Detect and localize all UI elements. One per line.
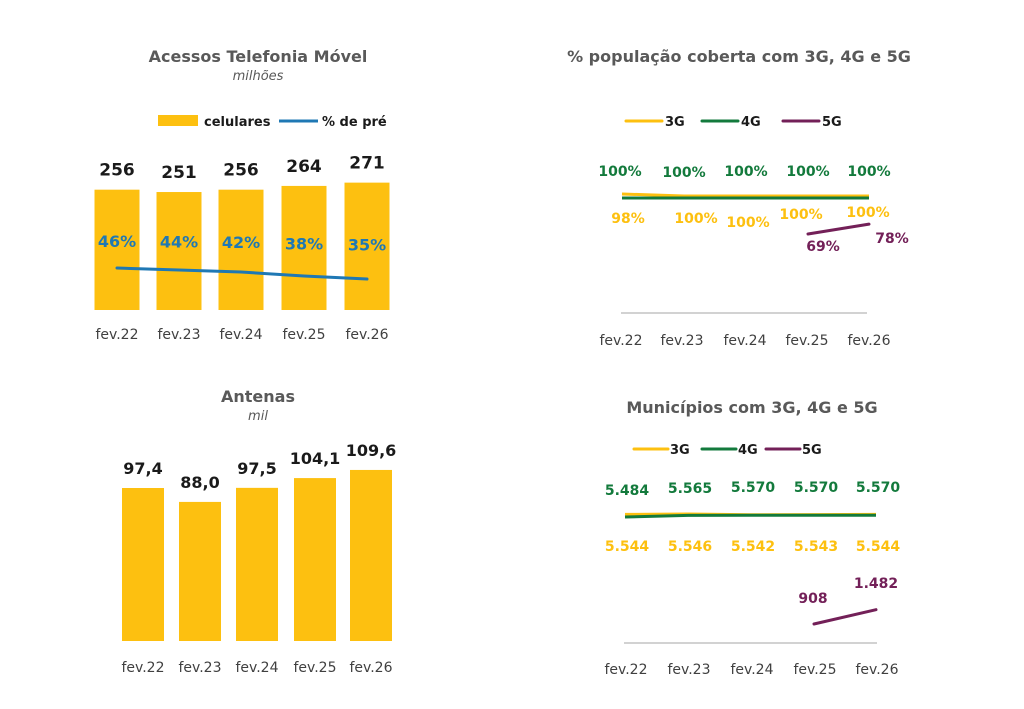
label-3g: 100% xyxy=(726,215,769,231)
label-4g: 100% xyxy=(847,164,890,180)
label-3g: 5.546 xyxy=(668,539,712,555)
label-4g: 100% xyxy=(724,164,767,180)
x-tick-label: fev.24 xyxy=(723,333,766,349)
label-3g: 5.544 xyxy=(856,539,901,555)
bar-celulares xyxy=(218,189,264,310)
line-value-label: 38% xyxy=(285,234,323,253)
line-pct-pre xyxy=(115,266,369,281)
bar-antenas xyxy=(350,469,392,641)
bar-celulares xyxy=(344,182,390,310)
legend-label-5g: 5G xyxy=(802,443,822,458)
bar-value-label: 104,1 xyxy=(290,449,341,468)
bar-antenas xyxy=(294,478,336,641)
x-tick-label: fev.22 xyxy=(599,333,642,349)
legend-label-3g: 3G xyxy=(665,115,685,130)
x-tick-label: fev.25 xyxy=(293,660,336,676)
line-4g xyxy=(624,513,876,519)
label-4g: 100% xyxy=(786,164,829,180)
line-5g xyxy=(806,222,871,236)
line-value-label: 44% xyxy=(160,233,198,252)
x-tick-label: fev.24 xyxy=(730,662,773,678)
chart-municipios: Municípios com 3G, 4G e 5G 3G 4G 5G 5.484 5… xyxy=(604,398,901,678)
label-3g: 100% xyxy=(779,207,822,223)
label-4g: 100% xyxy=(598,164,641,180)
bar-antenas xyxy=(122,488,164,641)
line-value-label: 42% xyxy=(222,233,260,252)
chart-title: Antenas xyxy=(221,387,295,406)
bar-value-label: 109,6 xyxy=(346,441,397,460)
bar-value-label: 97,5 xyxy=(237,459,276,478)
chart-acessos: Acessos Telefonia Móvel milhões celulare… xyxy=(94,47,390,343)
label-4g: 5.570 xyxy=(731,480,776,496)
x-tick-label: fev.24 xyxy=(219,327,262,343)
bar-celulares xyxy=(156,192,202,310)
chart-populacao: % população coberta com 3G, 4G e 5G 3G 4G… xyxy=(567,47,911,349)
bar-antenas xyxy=(179,501,221,641)
x-tick-label: fev.26 xyxy=(847,333,890,349)
label-4g: 5.570 xyxy=(794,480,839,496)
chart-subtitle: mil xyxy=(248,409,268,424)
x-tick-label: fev.24 xyxy=(235,660,278,676)
label-3g: 98% xyxy=(611,211,645,227)
legend-label-5g: 5G xyxy=(822,115,842,130)
x-tick-label: fev.23 xyxy=(660,333,703,349)
chart-title: % população coberta com 3G, 4G e 5G xyxy=(567,47,911,66)
legend-label-4g: 4G xyxy=(738,443,758,458)
bar-value-label: 251 xyxy=(161,163,197,183)
legend-label-3g: 3G xyxy=(670,443,690,458)
legend-label-celulares: celulares xyxy=(204,115,271,130)
line-3g xyxy=(621,192,869,198)
label-4g: 100% xyxy=(662,165,705,181)
bar-celulares xyxy=(281,185,327,310)
x-tick-label: fev.22 xyxy=(604,662,647,678)
line-value-label: 35% xyxy=(348,235,386,254)
x-tick-label: fev.26 xyxy=(855,662,898,678)
x-tick-label: fev.26 xyxy=(349,660,392,676)
bar-value-label: 97,4 xyxy=(123,459,162,478)
chart-title: Acessos Telefonia Móvel xyxy=(149,47,368,66)
label-3g: 5.544 xyxy=(605,539,650,555)
bar-value-label: 88,0 xyxy=(180,473,219,492)
x-tick-label: fev.25 xyxy=(282,327,325,343)
x-tick-label: fev.22 xyxy=(121,660,164,676)
line-5g xyxy=(812,608,878,626)
x-tick-label: fev.25 xyxy=(785,333,828,349)
bar-celulares xyxy=(94,189,140,310)
label-5g: 1.482 xyxy=(854,576,898,592)
legend-label-pre: % de pré xyxy=(322,115,387,130)
label-5g: 69% xyxy=(806,239,840,255)
x-tick-label: fev.23 xyxy=(667,662,710,678)
label-3g: 100% xyxy=(846,205,889,221)
x-tick-label: fev.23 xyxy=(157,327,200,343)
bar-value-label: 271 xyxy=(349,154,385,174)
legend-swatch-celulares xyxy=(158,115,198,126)
bar-value-label: 264 xyxy=(286,157,322,177)
legend-label-4g: 4G xyxy=(741,115,761,130)
bar-value-label: 256 xyxy=(223,161,259,181)
bar-value-label: 256 xyxy=(99,161,135,181)
label-3g: 5.542 xyxy=(731,539,775,555)
x-tick-label: fev.25 xyxy=(793,662,836,678)
label-3g: 100% xyxy=(674,211,717,227)
label-3g: 5.543 xyxy=(794,539,838,555)
bar-antenas xyxy=(236,487,278,641)
chart-title: Municípios com 3G, 4G e 5G xyxy=(626,398,877,417)
label-4g: 5.565 xyxy=(668,481,712,497)
label-4g: 5.484 xyxy=(605,483,650,499)
label-5g: 78% xyxy=(875,231,909,247)
chart-subtitle: milhões xyxy=(233,69,284,84)
label-4g: 5.570 xyxy=(856,480,901,496)
x-tick-label: fev.23 xyxy=(178,660,221,676)
line-value-label: 46% xyxy=(98,232,136,251)
label-5g: 908 xyxy=(798,591,827,607)
x-tick-label: fev.22 xyxy=(95,327,138,343)
chart-antenas: Antenas mil 97,4 88,0 97,5 104,1 109,6 fev.2… xyxy=(121,387,397,676)
x-tick-label: fev.26 xyxy=(345,327,388,343)
